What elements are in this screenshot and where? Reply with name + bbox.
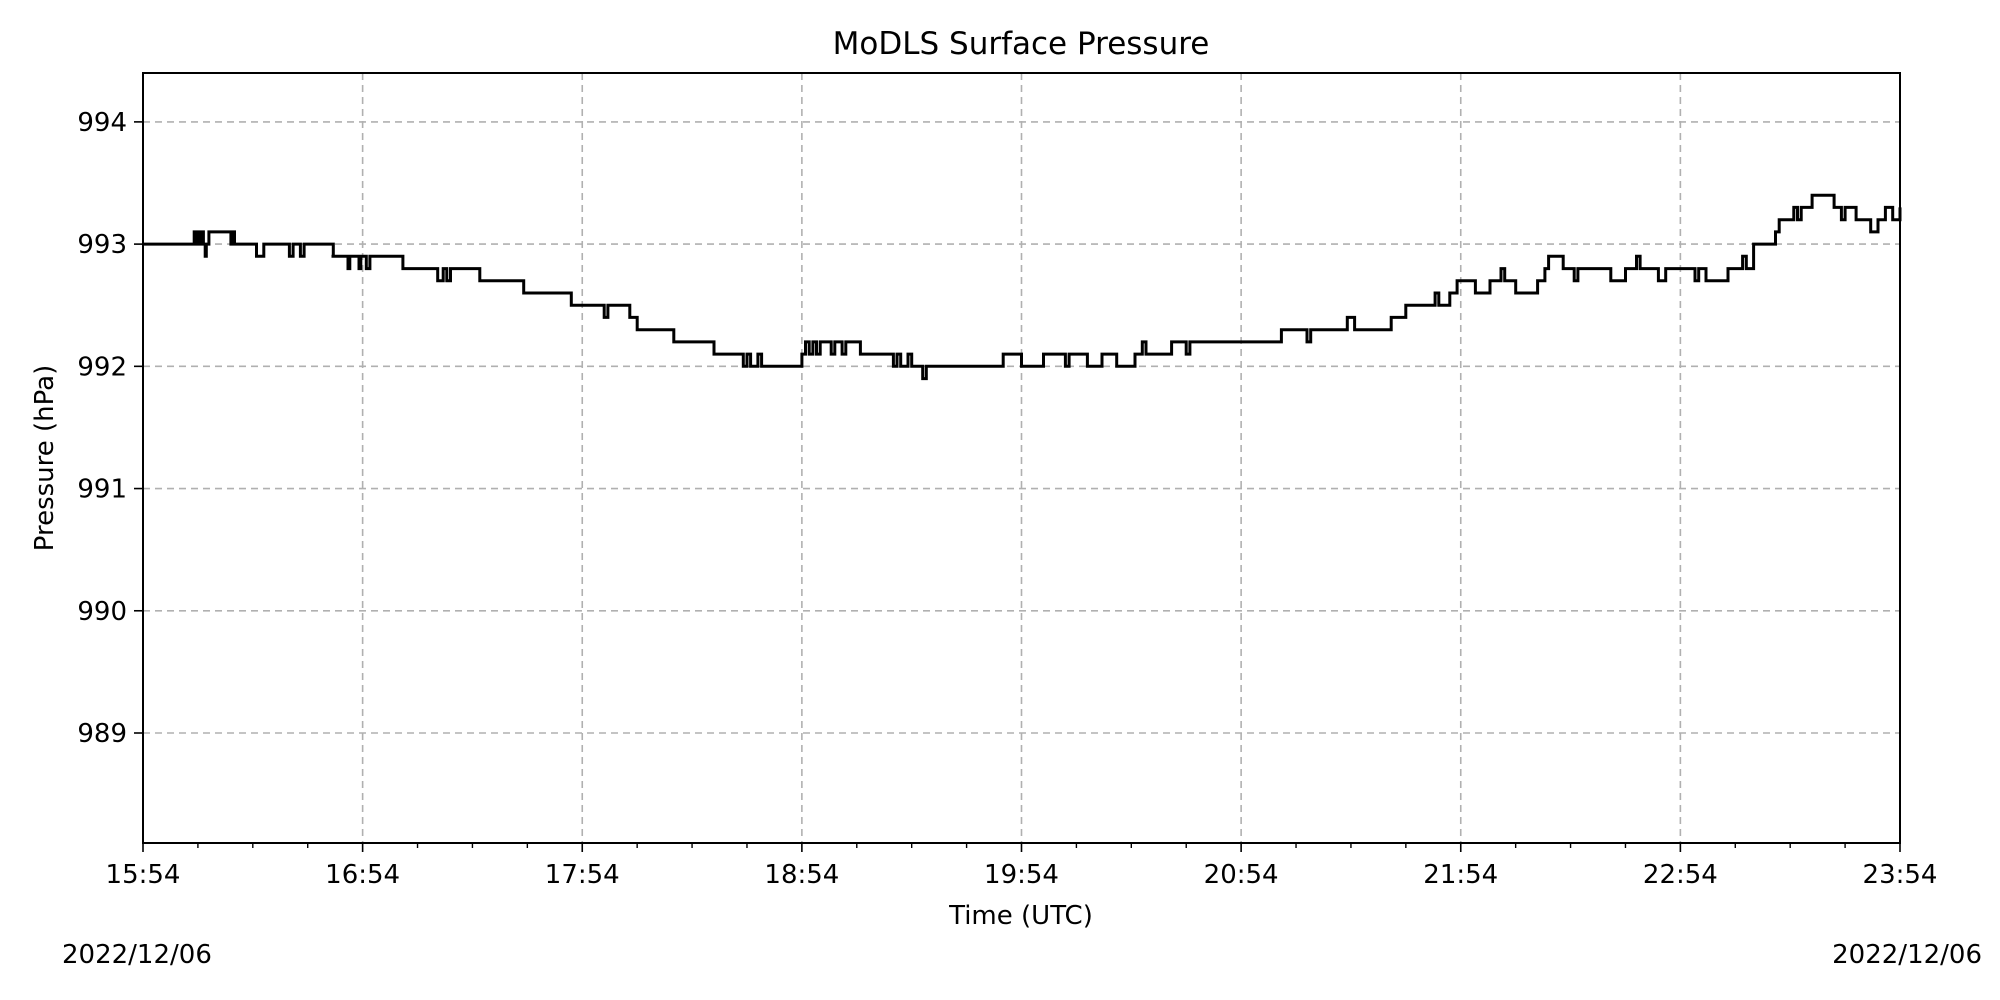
end-date-label: 2022/12/06	[1832, 940, 1982, 970]
y-axis-label: Pressure (hPa)	[30, 365, 60, 552]
chart-title: MoDLS Surface Pressure	[833, 26, 1210, 62]
x-tick-label: 20:54	[1204, 860, 1279, 890]
x-tick-label: 23:54	[1863, 860, 1938, 890]
data-series	[143, 193, 1902, 381]
x-tick-label: 18:54	[764, 860, 839, 890]
y-tick-label: 989	[77, 719, 127, 749]
x-tick-label: 19:54	[984, 860, 1059, 890]
x-tick-label: 22:54	[1643, 860, 1718, 890]
x-axis-label: Time (UTC)	[948, 901, 1093, 931]
y-tick-label: 990	[77, 597, 127, 627]
start-date-label: 2022/12/06	[62, 940, 212, 970]
x-tick-label: 21:54	[1423, 860, 1498, 890]
x-tick-label: 16:54	[325, 860, 400, 890]
axis-ticks: 15:54 16:54 17:54 18:54 19:54 20:54 21:54 22:54…	[77, 108, 1937, 890]
y-tick-label: 992	[77, 352, 127, 382]
pressure-series-line	[143, 193, 1902, 381]
y-tick-label: 991	[77, 475, 127, 505]
x-tick-label: 15:54	[106, 860, 181, 890]
y-tick-label: 994	[77, 108, 127, 138]
x-tick-label: 17:54	[545, 860, 620, 890]
y-tick-label: 993	[77, 230, 127, 260]
grid-lines	[142, 73, 1901, 843]
